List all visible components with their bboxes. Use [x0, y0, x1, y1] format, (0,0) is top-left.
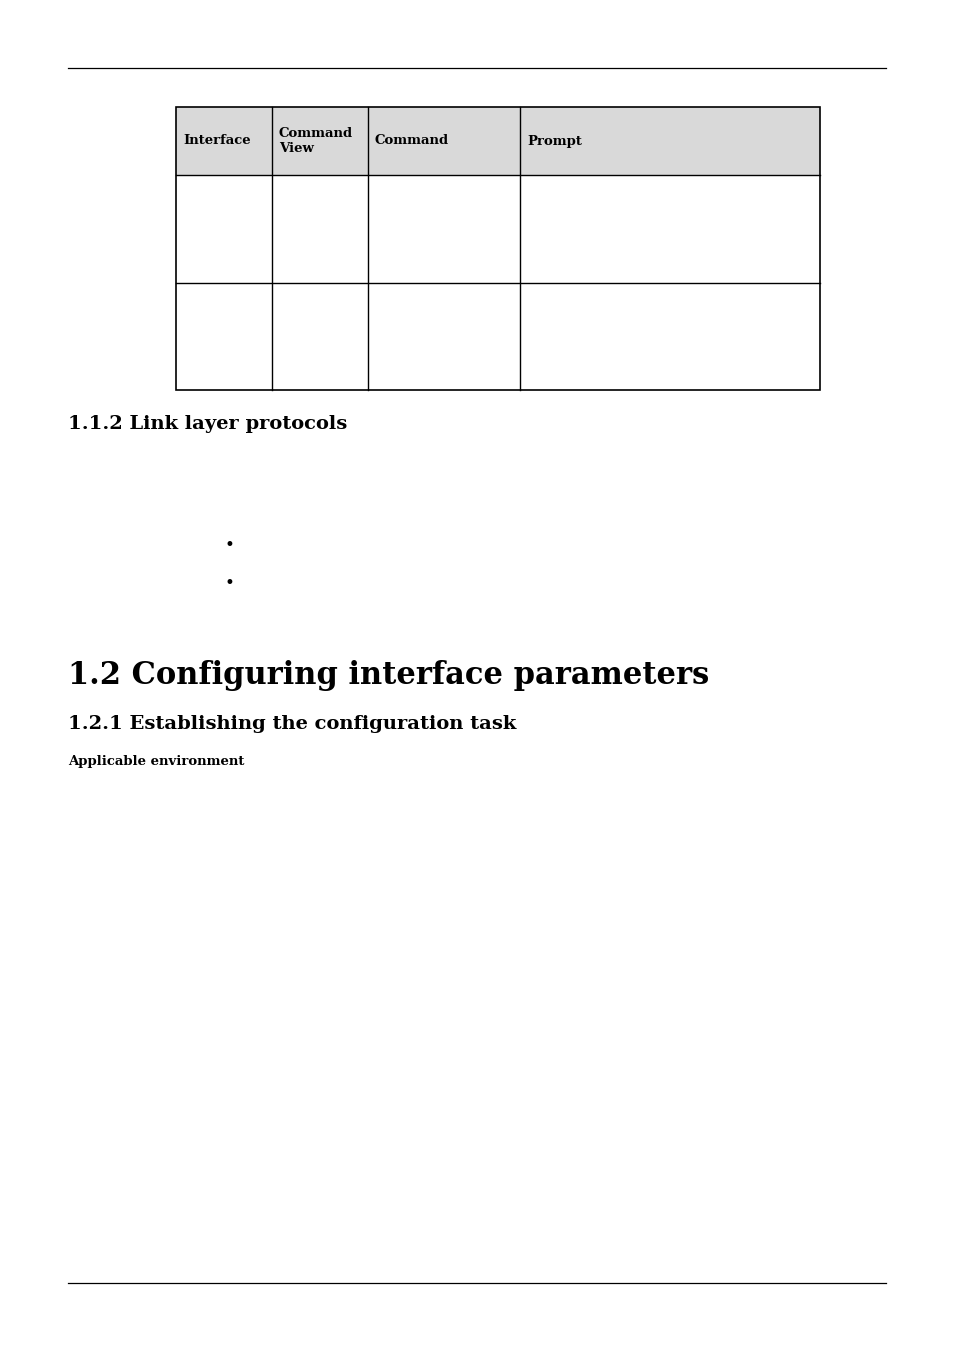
Bar: [175, 107, 820, 390]
Text: Interface: Interface: [183, 135, 251, 147]
Bar: [175, 107, 820, 176]
Text: 1.2.1 Establishing the configuration task: 1.2.1 Establishing the configuration tas…: [68, 716, 516, 733]
Text: Prompt: Prompt: [526, 135, 581, 147]
Text: 1.2 Configuring interface parameters: 1.2 Configuring interface parameters: [68, 660, 708, 691]
Text: •: •: [225, 574, 234, 593]
Text: 1.1.2 Link layer protocols: 1.1.2 Link layer protocols: [68, 414, 347, 433]
Text: Command
View: Command View: [278, 127, 353, 155]
Text: Command: Command: [375, 135, 449, 147]
Text: Applicable environment: Applicable environment: [68, 755, 244, 768]
Text: •: •: [225, 536, 234, 554]
